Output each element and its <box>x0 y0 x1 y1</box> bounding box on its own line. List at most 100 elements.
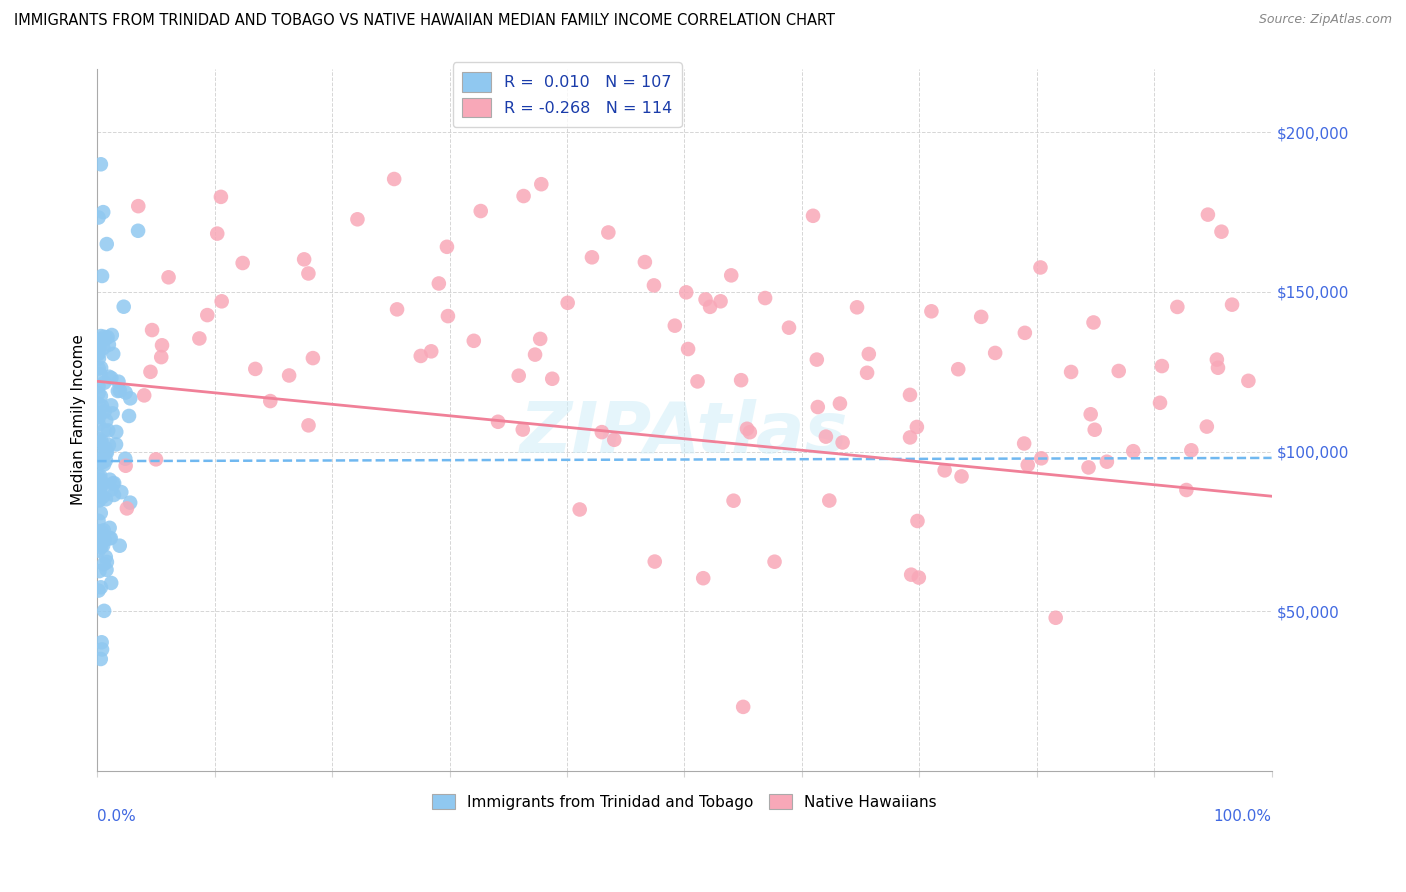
Point <box>87 211 110 225</box>
Point <box>94 445 117 459</box>
Point <box>950 469 973 483</box>
Point <box>195 308 218 322</box>
Point <box>89 486 111 500</box>
Point <box>831 435 853 450</box>
Point <box>87 407 110 421</box>
Point <box>90 652 112 666</box>
Point <box>581 250 603 264</box>
Text: 100.0%: 100.0% <box>1213 809 1271 824</box>
Point <box>89 473 111 487</box>
Point <box>984 346 1007 360</box>
Point <box>436 240 458 254</box>
Point <box>530 177 553 191</box>
Legend: Immigrants from Trinidad and Tobago, Native Hawaiians: Immigrants from Trinidad and Tobago, Nat… <box>426 788 943 815</box>
Point <box>211 294 233 309</box>
Point <box>101 328 124 343</box>
Point <box>114 385 136 400</box>
Point <box>105 437 128 451</box>
Point <box>134 388 156 402</box>
Point <box>114 451 136 466</box>
Point <box>112 300 135 314</box>
Point <box>87 346 110 360</box>
Point <box>89 341 111 355</box>
Point <box>1211 225 1233 239</box>
Point <box>297 267 319 281</box>
Point <box>908 570 931 584</box>
Point <box>91 205 114 219</box>
Point <box>557 295 579 310</box>
Point <box>87 397 110 411</box>
Point <box>87 583 110 598</box>
Point <box>245 362 267 376</box>
Point <box>141 323 163 337</box>
Point <box>91 539 114 553</box>
Point <box>385 302 408 317</box>
Y-axis label: Median Family Income: Median Family Income <box>72 334 86 505</box>
Point <box>1095 455 1118 469</box>
Point <box>1031 451 1053 466</box>
Point <box>100 531 122 545</box>
Point <box>382 172 405 186</box>
Point <box>1122 444 1144 458</box>
Point <box>94 549 117 564</box>
Point <box>97 424 120 438</box>
Point <box>508 368 530 383</box>
Point <box>524 348 547 362</box>
Point <box>103 488 125 502</box>
Point <box>150 350 173 364</box>
Point <box>90 435 112 450</box>
Point <box>541 372 564 386</box>
Point <box>93 404 115 418</box>
Point <box>87 483 110 497</box>
Point <box>110 485 132 500</box>
Point <box>87 336 110 351</box>
Point <box>692 571 714 585</box>
Point <box>720 268 742 283</box>
Point <box>87 417 110 431</box>
Point <box>207 227 229 241</box>
Point <box>676 342 699 356</box>
Point <box>93 330 115 344</box>
Point <box>907 514 929 528</box>
Point <box>920 304 942 318</box>
Point <box>232 256 254 270</box>
Point <box>94 331 117 345</box>
Point <box>763 555 786 569</box>
Point <box>103 347 125 361</box>
Point <box>96 555 118 569</box>
Point <box>103 476 125 491</box>
Point <box>807 400 830 414</box>
Point <box>644 555 666 569</box>
Point <box>437 309 460 323</box>
Point <box>1166 300 1188 314</box>
Point <box>695 293 717 307</box>
Point <box>120 392 142 406</box>
Point <box>98 521 121 535</box>
Point <box>87 407 110 421</box>
Point <box>90 525 112 540</box>
Point <box>87 493 110 508</box>
Point <box>100 371 122 385</box>
Point <box>818 493 841 508</box>
Point <box>91 450 114 465</box>
Point <box>108 539 131 553</box>
Point <box>90 389 112 403</box>
Point <box>100 398 122 412</box>
Point <box>1150 359 1173 373</box>
Point <box>409 349 432 363</box>
Point <box>90 536 112 550</box>
Point <box>107 384 129 398</box>
Point <box>127 224 149 238</box>
Text: Source: ZipAtlas.com: Source: ZipAtlas.com <box>1258 13 1392 27</box>
Point <box>96 445 118 459</box>
Point <box>486 415 509 429</box>
Point <box>96 563 118 577</box>
Point <box>1084 423 1107 437</box>
Point <box>87 386 110 401</box>
Point <box>427 277 450 291</box>
Point <box>948 362 970 376</box>
Point <box>730 373 752 387</box>
Point <box>97 438 120 452</box>
Point <box>1175 483 1198 497</box>
Point <box>1017 458 1039 472</box>
